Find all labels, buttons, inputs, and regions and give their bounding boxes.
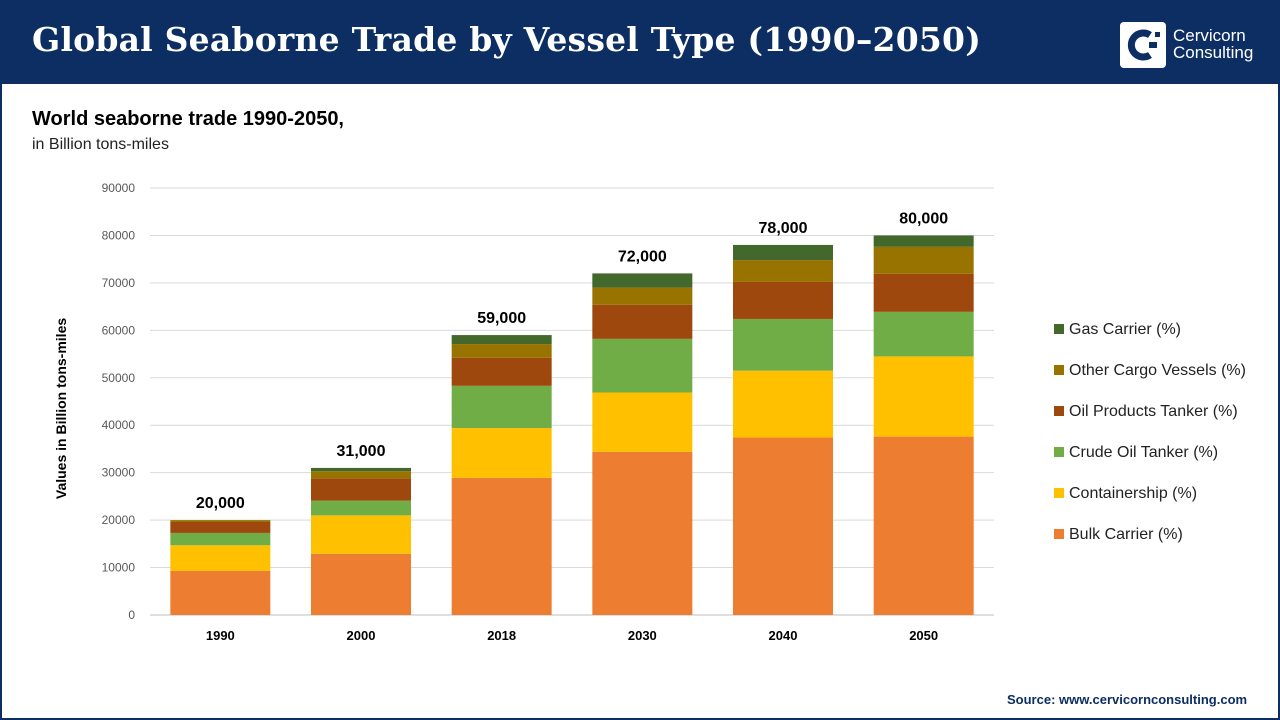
y-tick-label: 0 xyxy=(128,608,135,622)
bar-segment xyxy=(311,553,411,615)
x-tick-label: 1990 xyxy=(206,628,235,643)
bar-segment xyxy=(170,532,271,546)
logo-line-2: Consulting xyxy=(1173,43,1254,62)
bar-segment xyxy=(733,281,833,319)
legend-swatch xyxy=(1054,529,1064,539)
y-tick-label: 10000 xyxy=(102,561,136,575)
total-data-label: 80,000 xyxy=(899,210,948,227)
bar-segment xyxy=(592,392,693,452)
bar-segment xyxy=(451,385,552,429)
bar-segment xyxy=(592,273,693,288)
page-title: Global Seaborne Trade by Vessel Type (19… xyxy=(32,20,982,59)
bar-segment xyxy=(170,545,271,571)
bar-segment xyxy=(170,520,271,523)
bar-segment xyxy=(873,311,974,357)
x-tick-label: 2050 xyxy=(909,628,938,643)
x-tick-label: 2030 xyxy=(628,628,657,643)
y-axis-title: Values in Billion tons-miles xyxy=(53,318,69,499)
bar-segment xyxy=(451,335,552,345)
y-tick-label: 80000 xyxy=(102,228,136,242)
legend-swatch xyxy=(1054,488,1064,498)
y-tick-label: 60000 xyxy=(102,323,136,337)
bar-segment xyxy=(873,356,974,437)
bar-segment xyxy=(451,357,552,386)
total-data-label: 59,000 xyxy=(477,310,526,327)
bar-segment xyxy=(873,246,974,274)
y-tick-label: 70000 xyxy=(102,276,136,290)
total-data-label: 78,000 xyxy=(759,220,808,237)
y-tick-label: 40000 xyxy=(102,418,136,432)
legend-swatch xyxy=(1054,406,1064,416)
legend-label: Containership (%) xyxy=(1069,485,1197,502)
bar-segment xyxy=(311,500,411,516)
bar-segment xyxy=(592,451,693,615)
bar-segment xyxy=(311,478,411,501)
total-data-label: 72,000 xyxy=(618,248,667,265)
bar-segment xyxy=(873,235,974,247)
logo-wordmark: Cervicorn Consulting xyxy=(1173,27,1253,61)
company-logo: Cervicorn Consulting xyxy=(1120,22,1270,70)
bar-segment xyxy=(873,436,974,615)
bar-segment xyxy=(733,260,833,282)
total-data-label: 20,000 xyxy=(196,495,245,512)
bar-segment xyxy=(451,428,552,478)
y-tick-label: 50000 xyxy=(102,371,136,385)
bar-segment xyxy=(733,318,833,371)
legend-label: Gas Carrier (%) xyxy=(1069,321,1181,338)
bar-segment xyxy=(451,344,552,358)
legend-swatch xyxy=(1054,447,1064,457)
bar-segment xyxy=(170,522,271,533)
logo-line-1: Cervicorn xyxy=(1173,26,1246,45)
legend-swatch xyxy=(1054,324,1064,334)
legend-label: Bulk Carrier (%) xyxy=(1069,526,1183,543)
bar-segment xyxy=(451,477,552,615)
y-tick-label: 90000 xyxy=(102,181,136,195)
chart-subtitle: World seaborne trade 1990-2050, xyxy=(32,108,344,130)
legend-label: Crude Oil Tanker (%) xyxy=(1069,444,1218,461)
unit-note: in Billion tons-miles xyxy=(32,136,169,153)
title-banner: Global Seaborne Trade by Vessel Type (19… xyxy=(2,2,1278,84)
bar-segment xyxy=(733,437,833,615)
bar-segment xyxy=(592,338,693,393)
y-tick-label: 20000 xyxy=(102,513,136,527)
bar-segment xyxy=(733,244,833,261)
y-tick-label: 30000 xyxy=(102,466,136,480)
bar-segment xyxy=(311,471,411,479)
x-tick-label: 2018 xyxy=(487,628,516,643)
bar-segment xyxy=(733,370,833,438)
legend-label: Oil Products Tanker (%) xyxy=(1069,403,1238,420)
bar-segment xyxy=(170,570,271,615)
x-tick-label: 2000 xyxy=(347,628,376,643)
bar-segment xyxy=(592,287,693,305)
stacked-bar-chart: 0 10000 20000 30000 40000 50000 60000 70000 8000… xyxy=(53,181,1246,643)
legend-label: Other Cargo Vessels (%) xyxy=(1069,362,1246,379)
bar-segment xyxy=(311,515,411,554)
total-data-label: 31,000 xyxy=(337,443,386,460)
bar-segment xyxy=(311,467,411,472)
bar-segment xyxy=(592,304,693,339)
cervicorn-logo-icon xyxy=(1120,22,1166,68)
bar-segment xyxy=(873,273,974,312)
source-note: Source: www.cervicornconsulting.com xyxy=(1007,692,1248,707)
legend-swatch xyxy=(1054,365,1064,375)
x-tick-label: 2040 xyxy=(769,628,798,643)
